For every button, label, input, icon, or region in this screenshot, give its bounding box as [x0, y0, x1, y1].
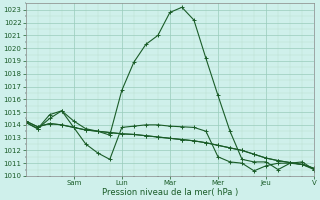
- X-axis label: Pression niveau de la mer( hPa ): Pression niveau de la mer( hPa ): [102, 188, 238, 197]
